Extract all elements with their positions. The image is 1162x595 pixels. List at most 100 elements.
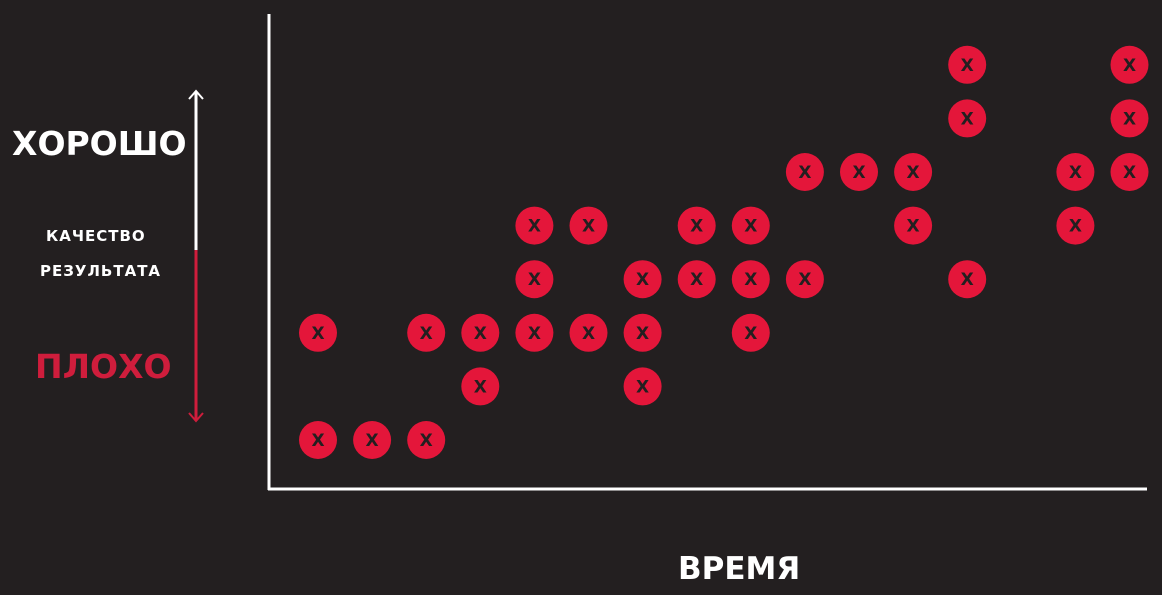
data-point-marker: X	[582, 217, 595, 237]
data-point: X	[785, 153, 824, 191]
data-point-circle	[894, 206, 933, 245]
data-point: X	[623, 260, 662, 299]
data-point-circle	[1056, 153, 1095, 191]
data-point-marker: X	[744, 217, 757, 237]
data-point-marker: X	[1069, 163, 1082, 183]
data-point-circle	[623, 260, 662, 299]
data-point-circle	[948, 260, 987, 299]
data-point-marker: X	[1123, 56, 1136, 76]
data-point-marker: X	[744, 270, 757, 290]
data-point-marker: X	[311, 324, 324, 344]
data-point: X	[569, 206, 608, 245]
data-point-marker: X	[961, 270, 974, 290]
data-point-marker: X	[690, 217, 703, 237]
data-point-marker: X	[636, 270, 649, 290]
data-point: X	[569, 313, 608, 352]
data-point-marker: X	[474, 377, 487, 397]
data-point-marker: X	[798, 163, 811, 183]
data-point-circle	[515, 313, 554, 352]
data-point: X	[677, 206, 716, 245]
data-point: X	[948, 99, 987, 138]
data-point-circle	[840, 153, 878, 191]
data-point-marker: X	[907, 217, 920, 237]
data-point-marker: X	[636, 377, 649, 397]
data-point: X	[1110, 45, 1149, 84]
data-points: X X X X X X X X X X X X X X X X X X X X X X X X X X X X X X X X X	[299, 45, 1149, 459]
data-point-circle	[461, 313, 500, 352]
data-point-circle	[353, 421, 392, 459]
data-point: X	[623, 367, 662, 406]
data-point: X	[894, 206, 933, 245]
data-point-circle	[515, 260, 554, 299]
data-point-circle	[515, 206, 554, 245]
data-point-circle	[623, 367, 662, 406]
data-point-marker: X	[1069, 217, 1082, 237]
data-point-marker: X	[798, 270, 811, 290]
data-point: X	[461, 313, 500, 352]
data-point-circle	[299, 421, 337, 459]
data-point-circle	[1110, 153, 1149, 191]
quality-arrow	[188, 89, 204, 423]
data-point-marker: X	[528, 270, 541, 290]
data-point: X	[515, 206, 554, 245]
data-point-circle	[894, 153, 933, 191]
data-point: X	[948, 260, 987, 299]
data-point-marker: X	[366, 431, 379, 451]
data-point: X	[299, 313, 337, 352]
data-point-circle	[731, 313, 770, 352]
data-point: X	[731, 206, 770, 245]
data-point-marker: X	[1123, 163, 1136, 183]
data-point-circle	[677, 206, 716, 245]
quality-label-line2: РЕЗУЛЬТАТА	[40, 262, 162, 280]
time-axis-label: ВРЕМЯ	[678, 551, 801, 587]
data-point-marker: X	[852, 163, 865, 183]
data-point-circle	[461, 367, 500, 406]
data-point-marker: X	[744, 324, 757, 344]
data-point-marker: X	[420, 324, 433, 344]
data-point-circle	[407, 313, 446, 352]
data-point: X	[894, 153, 933, 191]
data-point-marker: X	[528, 324, 541, 344]
data-point-marker: X	[474, 324, 487, 344]
data-point-circle	[623, 313, 662, 352]
data-point: X	[948, 45, 987, 84]
data-point-marker: X	[582, 324, 595, 344]
data-point-circle	[1056, 206, 1095, 245]
data-point: X	[515, 313, 554, 352]
data-point: X	[731, 313, 770, 352]
data-point-circle	[785, 153, 824, 191]
data-point: X	[1056, 153, 1095, 191]
data-point: X	[677, 260, 716, 299]
data-point: X	[515, 260, 554, 299]
data-point-marker: X	[961, 109, 974, 129]
quality-label-line1: КАЧЕСТВО	[46, 227, 146, 245]
data-point: X	[785, 260, 824, 299]
data-point-circle	[677, 260, 716, 299]
data-point-marker: X	[907, 163, 920, 183]
data-point-circle	[1110, 45, 1149, 84]
data-point: X	[623, 313, 662, 352]
data-point-marker: X	[1123, 109, 1136, 129]
data-point-circle	[948, 99, 987, 138]
data-point-circle	[299, 313, 337, 352]
data-point: X	[1056, 206, 1095, 245]
data-point: X	[840, 153, 878, 191]
data-point: X	[1110, 153, 1149, 191]
data-point: X	[407, 421, 446, 459]
arrow-up-icon	[188, 89, 204, 100]
data-point: X	[731, 260, 770, 299]
data-point: X	[1110, 99, 1149, 138]
data-point: X	[299, 421, 337, 459]
arrow-down-icon	[188, 412, 204, 423]
data-point-marker: X	[636, 324, 649, 344]
data-point-circle	[731, 260, 770, 299]
data-point-circle	[569, 313, 608, 352]
data-point-circle	[407, 421, 446, 459]
good-label: ХОРОШО	[12, 124, 187, 163]
data-point-marker: X	[528, 217, 541, 237]
bad-label: ПЛОХО	[35, 347, 172, 386]
data-point: X	[407, 313, 446, 352]
data-point: X	[461, 367, 500, 406]
data-point-marker: X	[690, 270, 703, 290]
